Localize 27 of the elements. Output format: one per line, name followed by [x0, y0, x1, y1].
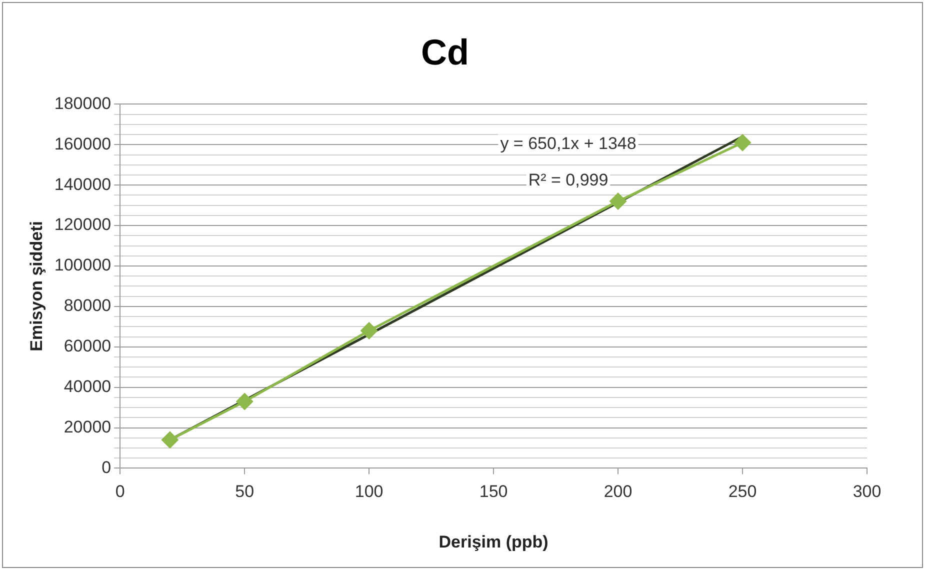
x-tick-label: 100 — [354, 482, 384, 502]
y-tick-label: 180000 — [54, 94, 112, 113]
point — [236, 393, 253, 410]
y-tick-label: 80000 — [64, 296, 112, 316]
y-tick-label: 0 — [102, 458, 112, 477]
x-tick-label: 150 — [479, 482, 508, 502]
y-tick-label: 60000 — [64, 336, 112, 356]
x-tick-label: 300 — [852, 482, 882, 502]
y-tick-label: 120000 — [54, 215, 112, 234]
x-tick-label: 200 — [604, 482, 632, 502]
x-tick-label: 0 — [115, 482, 125, 502]
annotation: R² = 0,999 — [528, 170, 608, 190]
chart-title: Cd — [421, 32, 469, 73]
point — [360, 322, 378, 339]
point — [734, 134, 751, 151]
y-tick-label: 40000 — [64, 377, 112, 396]
point — [162, 432, 178, 448]
y-tick-label: 160000 — [54, 134, 112, 154]
x-tick-label: 50 — [235, 482, 254, 502]
annotation: y = 650,1x + 1348 — [500, 134, 636, 153]
x-tick-label: 250 — [728, 482, 757, 502]
y-axis-title: Emisyon şiddeti — [26, 221, 46, 352]
y-tick-label: 100000 — [54, 256, 112, 275]
x-axis-title: Derişim (ppb) — [438, 532, 548, 552]
point — [610, 193, 626, 210]
y-tick-label: 20000 — [64, 417, 112, 436]
y-tick-label: 140000 — [54, 174, 112, 194]
